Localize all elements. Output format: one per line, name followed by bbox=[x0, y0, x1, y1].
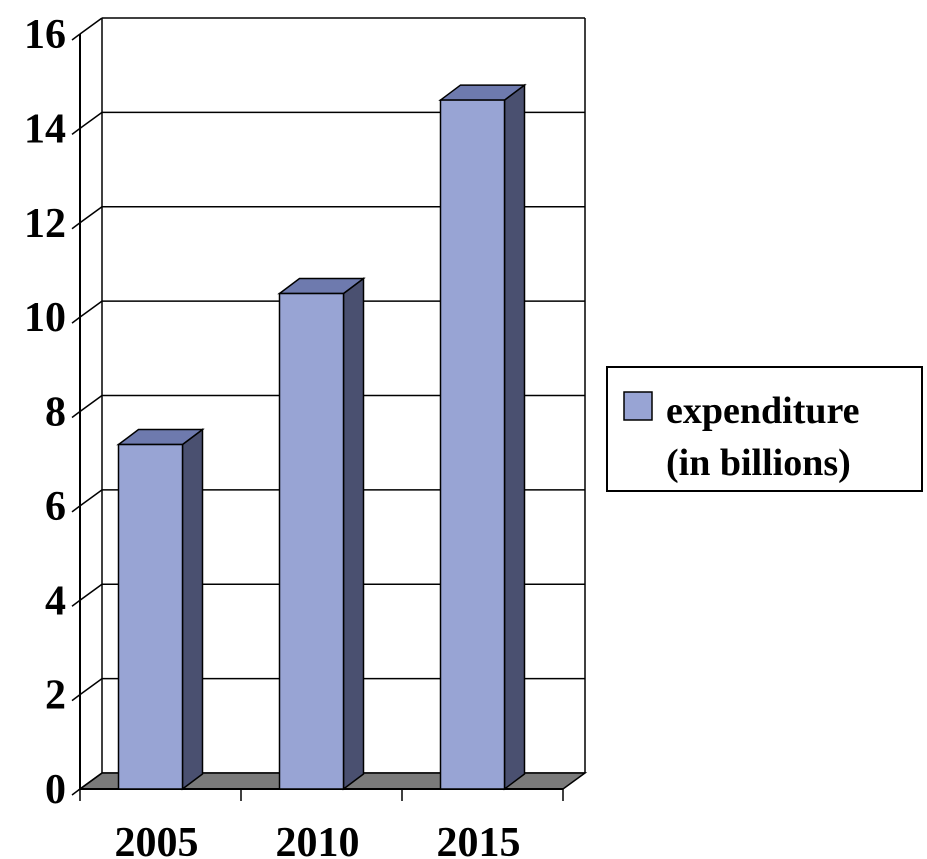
legend-swatch bbox=[623, 391, 653, 421]
y-tick-label: 8 bbox=[45, 390, 66, 436]
y-tick-label: 6 bbox=[45, 484, 66, 530]
legend-label-line-1: expenditure bbox=[666, 390, 860, 432]
side-wall-depth-line bbox=[79, 300, 103, 318]
x-category-label: 2015 bbox=[437, 820, 521, 859]
bars bbox=[116, 83, 527, 791]
bar-2010 bbox=[277, 277, 366, 791]
y-tick-mark bbox=[71, 410, 81, 419]
y-tick-mark bbox=[71, 316, 81, 324]
bar-2015 bbox=[438, 83, 527, 791]
y-tick-mark bbox=[71, 505, 81, 513]
y-tick-label: 0 bbox=[45, 767, 66, 813]
side-wall-depth-line bbox=[79, 583, 103, 601]
y-tick-mark bbox=[71, 127, 81, 135]
side-wall-depth-line bbox=[79, 111, 103, 129]
y-tick-label: 4 bbox=[45, 578, 66, 624]
bar-2005 bbox=[116, 428, 205, 791]
legend-label-line-2: (in billions) bbox=[666, 442, 851, 484]
bar-front-face bbox=[439, 99, 506, 790]
side-wall-depth-line bbox=[79, 489, 103, 507]
y-tick-mark bbox=[71, 694, 81, 702]
side-wall-depth-line bbox=[79, 206, 103, 224]
bar-side-face bbox=[181, 428, 204, 791]
y-tick-label: 2 bbox=[45, 673, 66, 719]
side-wall-depth-line bbox=[79, 678, 103, 696]
y-tick-mark bbox=[71, 222, 81, 230]
bar-front-face bbox=[278, 292, 345, 790]
y-tick-label: 10 bbox=[24, 295, 66, 341]
x-category-label: 2005 bbox=[115, 820, 199, 859]
side-wall-depth-line bbox=[79, 394, 103, 413]
bar-front-face bbox=[117, 443, 184, 790]
y-tick-mark bbox=[71, 788, 81, 796]
y-tick-mark bbox=[71, 33, 81, 41]
bar-side-face bbox=[503, 83, 526, 791]
y-tick-label: 14 bbox=[24, 106, 66, 152]
y-axis-tick-labels: 0 2 4 6 8 10 12 14 16 bbox=[24, 12, 66, 813]
y-tick-label: 12 bbox=[24, 201, 66, 247]
x-category-label: 2010 bbox=[276, 820, 360, 859]
bar-side-face bbox=[342, 277, 365, 791]
y-tick-mark bbox=[71, 599, 81, 607]
legend: expenditure (in billions) bbox=[606, 366, 923, 492]
y-tick-label: 16 bbox=[24, 12, 66, 58]
side-wall-depth-line bbox=[79, 772, 103, 790]
legend-box bbox=[606, 366, 923, 492]
x-axis-category-labels: 2005 2010 2015 bbox=[115, 820, 521, 859]
side-wall-depth-line bbox=[79, 17, 103, 35]
